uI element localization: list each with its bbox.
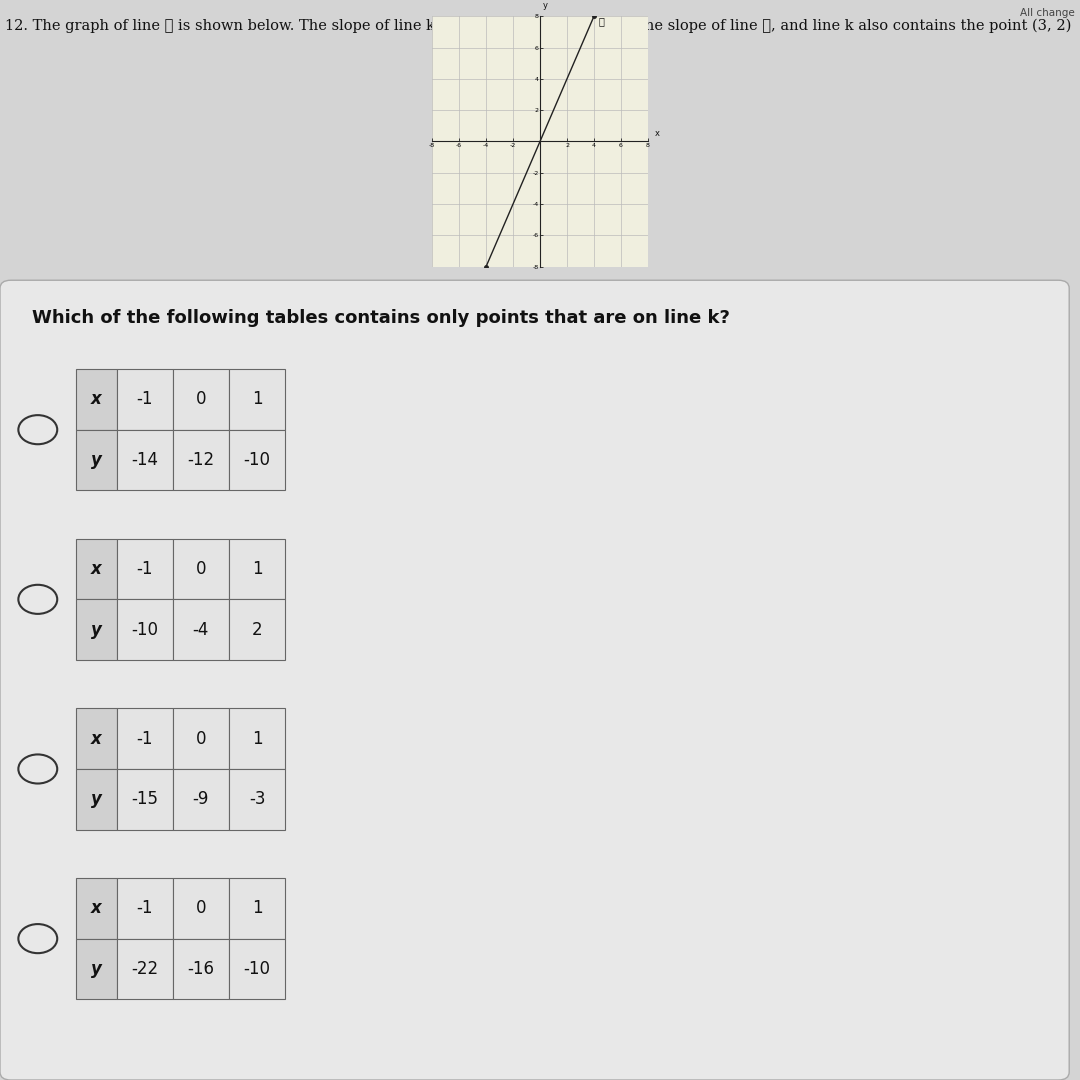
Text: 0: 0 [195, 390, 206, 408]
Bar [117, 430, 173, 490]
Text: -12: -12 [187, 451, 215, 469]
Text: x: x [654, 130, 660, 138]
Text: 0: 0 [195, 561, 206, 578]
Bar [229, 599, 285, 660]
Bar [229, 539, 285, 599]
Bar [173, 878, 229, 939]
Bar [117, 769, 173, 829]
Text: -3: -3 [248, 791, 266, 808]
Text: y: y [91, 451, 102, 469]
Text: -14: -14 [132, 451, 158, 469]
Bar [173, 369, 229, 430]
Text: -1: -1 [136, 900, 153, 917]
Text: -16: -16 [188, 960, 214, 977]
Text: Which of the following tables contains only points that are on line k?: Which of the following tables contains o… [32, 309, 730, 326]
Bar [117, 599, 173, 660]
Bar [229, 430, 285, 490]
Text: -10: -10 [244, 451, 271, 469]
Bar [173, 769, 229, 829]
Bar [229, 369, 285, 430]
Bar [76, 430, 117, 490]
Text: y: y [91, 960, 102, 977]
Bar [229, 939, 285, 999]
Text: 1: 1 [252, 561, 262, 578]
Text: -9: -9 [192, 791, 210, 808]
Bar [117, 878, 173, 939]
Bar [76, 599, 117, 660]
Text: 0: 0 [195, 900, 206, 917]
Text: All change: All change [1020, 9, 1075, 18]
Text: y: y [91, 621, 102, 638]
Text: 0: 0 [195, 730, 206, 747]
Text: -10: -10 [244, 960, 271, 977]
Text: 2: 2 [252, 621, 262, 638]
Bar [76, 939, 117, 999]
Text: x: x [91, 561, 102, 578]
Bar [117, 939, 173, 999]
Text: x: x [91, 730, 102, 747]
Bar [173, 430, 229, 490]
Text: -1: -1 [136, 730, 153, 747]
Bar [173, 599, 229, 660]
Bar [76, 539, 117, 599]
Text: -15: -15 [132, 791, 158, 808]
Text: -1: -1 [136, 561, 153, 578]
Bar [76, 708, 117, 769]
Bar [117, 539, 173, 599]
Text: 12. The graph of line ℓ is shown below. The slope of line k (not shown) is three: 12. The graph of line ℓ is shown below. … [5, 19, 1071, 33]
Text: y: y [91, 791, 102, 808]
Text: x: x [91, 390, 102, 408]
Text: 1: 1 [252, 900, 262, 917]
Text: 1: 1 [252, 730, 262, 747]
Bar [117, 708, 173, 769]
Text: -1: -1 [136, 390, 153, 408]
Text: 1: 1 [252, 390, 262, 408]
Text: -22: -22 [131, 960, 159, 977]
Bar [173, 939, 229, 999]
Bar [229, 769, 285, 829]
Bar [229, 878, 285, 939]
Text: -4: -4 [192, 621, 210, 638]
Bar [173, 539, 229, 599]
Bar [173, 708, 229, 769]
Bar [229, 708, 285, 769]
FancyBboxPatch shape [0, 280, 1069, 1080]
Bar [76, 878, 117, 939]
Text: ℓ: ℓ [598, 17, 604, 26]
Bar [117, 369, 173, 430]
Text: -10: -10 [132, 621, 158, 638]
Bar [76, 769, 117, 829]
Text: y: y [543, 1, 548, 11]
Text: x: x [91, 900, 102, 917]
Bar [76, 369, 117, 430]
